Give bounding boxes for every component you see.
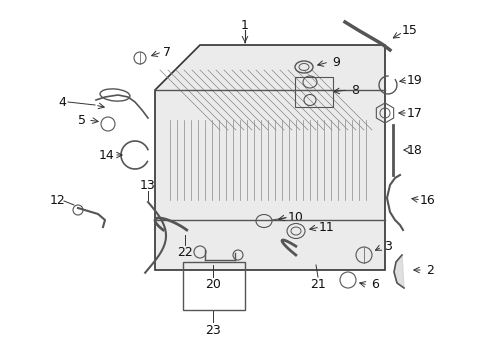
- Text: 11: 11: [319, 220, 334, 234]
- Text: 14: 14: [99, 149, 115, 162]
- Text: 4: 4: [58, 95, 66, 108]
- Text: 16: 16: [419, 194, 435, 207]
- Text: 6: 6: [370, 279, 378, 292]
- Bar: [183, 262, 244, 310]
- Text: 20: 20: [204, 279, 221, 292]
- Text: 21: 21: [309, 279, 325, 292]
- PathPatch shape: [155, 45, 384, 270]
- Bar: [294, 77, 332, 107]
- Text: 23: 23: [204, 324, 221, 337]
- Text: 3: 3: [383, 240, 391, 253]
- Text: 2: 2: [425, 264, 433, 276]
- Text: 15: 15: [401, 23, 417, 36]
- Text: 12: 12: [50, 194, 66, 207]
- Text: 18: 18: [406, 144, 422, 157]
- Text: 17: 17: [406, 107, 422, 120]
- Text: 8: 8: [350, 84, 358, 96]
- Text: 13: 13: [140, 179, 156, 192]
- Text: 10: 10: [287, 211, 304, 224]
- Text: 7: 7: [163, 45, 171, 59]
- Text: 22: 22: [177, 247, 192, 260]
- Text: 19: 19: [407, 73, 422, 86]
- Text: 9: 9: [331, 55, 339, 68]
- Text: 5: 5: [78, 113, 86, 126]
- Text: 1: 1: [241, 18, 248, 32]
- Polygon shape: [393, 255, 403, 288]
